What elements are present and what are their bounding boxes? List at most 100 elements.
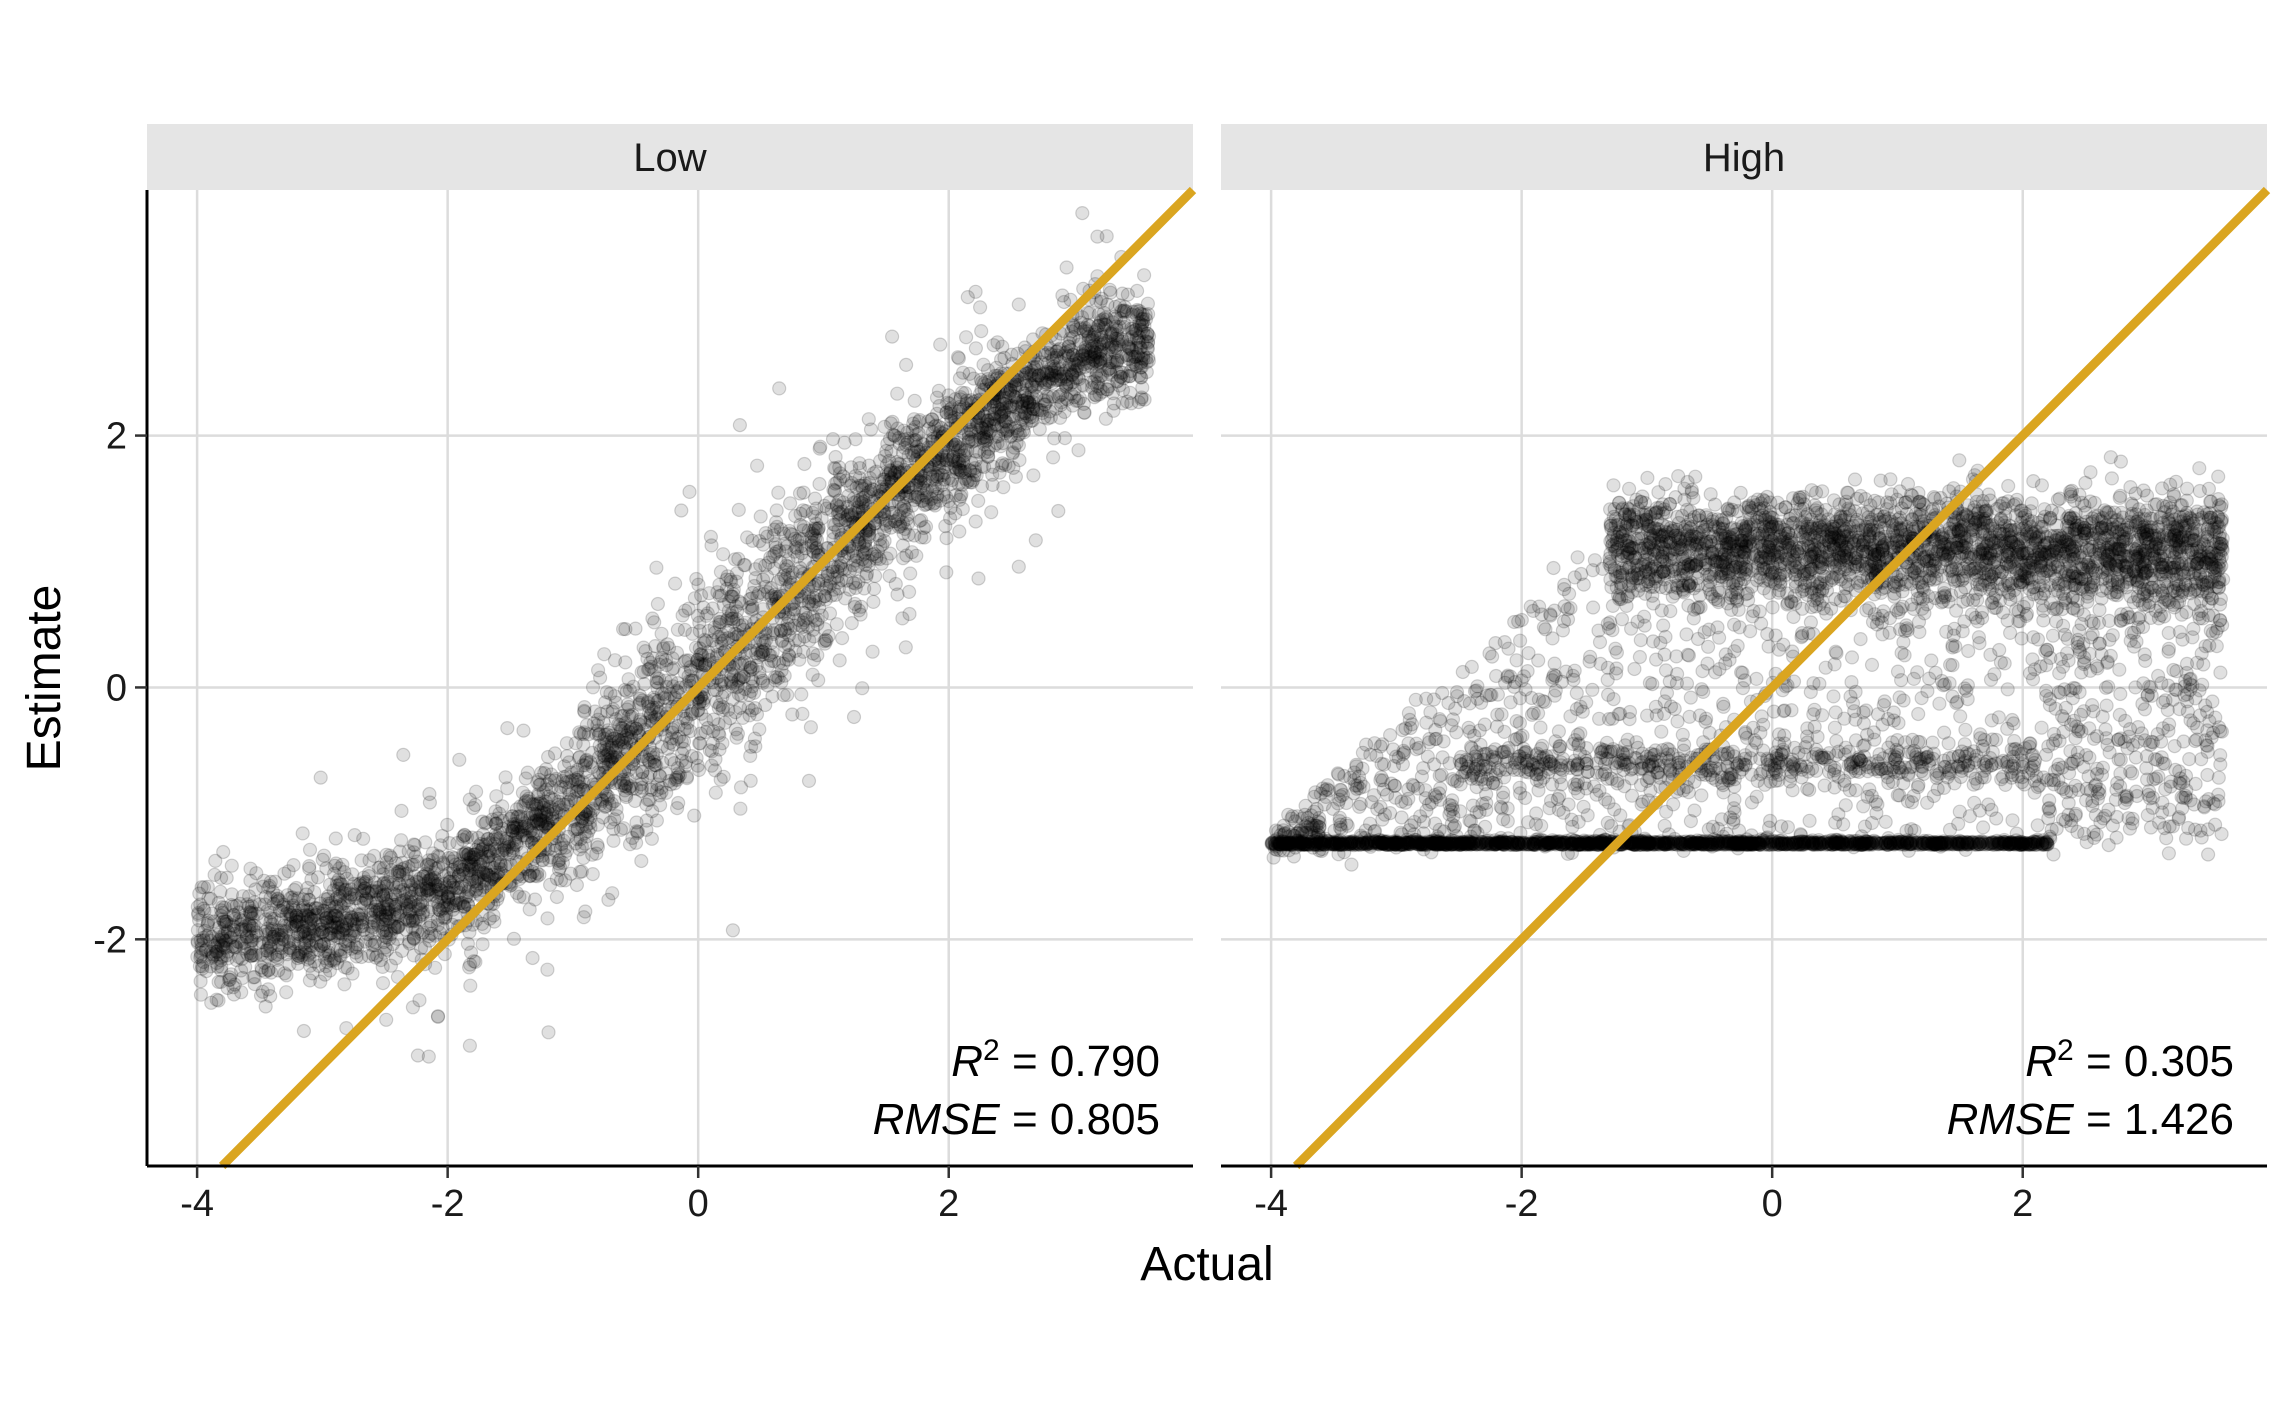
data-point (557, 759, 572, 774)
data-point (246, 906, 261, 921)
data-point (921, 496, 936, 511)
data-point (1140, 326, 1155, 341)
data-point (640, 651, 655, 666)
data-point (715, 547, 731, 562)
data-point (690, 608, 706, 623)
data-point (234, 923, 249, 939)
data-point (210, 944, 225, 959)
data-point (1016, 410, 1032, 425)
data-point (846, 709, 862, 725)
data-point (559, 736, 575, 751)
data-point (939, 405, 954, 420)
data-point (1103, 365, 1118, 380)
data-point (302, 842, 318, 857)
data-point (806, 629, 822, 644)
data-point (522, 902, 537, 917)
data-point (716, 633, 731, 648)
data-point (862, 529, 877, 544)
data-point (642, 755, 657, 770)
data-point (406, 845, 421, 860)
data-point (350, 907, 365, 922)
data-point (585, 866, 600, 882)
data-point (604, 734, 620, 749)
data-point (601, 892, 616, 907)
data-point (713, 564, 729, 580)
data-point (847, 599, 862, 615)
data-point (708, 752, 723, 767)
data-point (452, 752, 467, 767)
data-point (693, 726, 708, 741)
data-point (919, 490, 934, 505)
data-point (333, 898, 348, 913)
data-point (769, 519, 785, 535)
data-point (302, 973, 317, 988)
data-point (620, 697, 635, 712)
data-point (834, 630, 850, 646)
data-point (948, 506, 963, 521)
data-point (235, 921, 250, 937)
data-point (277, 966, 292, 981)
data-point (541, 1025, 556, 1040)
data-point (730, 726, 746, 741)
data-point (753, 509, 768, 524)
data-point (498, 770, 513, 785)
data-point (702, 743, 717, 758)
data-point (918, 497, 934, 512)
data-point (798, 504, 814, 519)
data-point (219, 870, 234, 886)
data-point (488, 804, 503, 819)
data-point (709, 639, 725, 654)
data-point (317, 848, 332, 863)
data-point (670, 622, 686, 637)
data-point (921, 421, 936, 436)
data-point (777, 639, 793, 654)
data-point (289, 918, 304, 933)
data-point (234, 963, 249, 978)
data-point (966, 473, 981, 488)
data-point (634, 853, 649, 869)
data-point (731, 551, 746, 567)
data-point (953, 442, 969, 457)
data-point (638, 643, 653, 659)
data-point (296, 923, 311, 939)
data-point (505, 840, 521, 856)
data-point (998, 413, 1013, 429)
data-point (650, 596, 666, 612)
data-point (696, 636, 712, 651)
data-point (1026, 468, 1041, 483)
data-point (485, 812, 500, 827)
data-point (406, 930, 421, 945)
data-point (933, 337, 948, 352)
data-point (776, 687, 791, 703)
data-point (1140, 296, 1156, 311)
data-point (368, 884, 383, 900)
data-point (714, 674, 729, 689)
data-point (546, 802, 561, 817)
data-point (316, 936, 331, 952)
data-point (463, 978, 478, 993)
data-point (674, 503, 689, 518)
data-point (456, 829, 471, 844)
data-point (576, 910, 591, 925)
data-point (302, 861, 317, 876)
data-point (968, 284, 983, 299)
data-point (432, 902, 447, 918)
data-point (606, 833, 621, 848)
data-point (859, 569, 874, 584)
data-point (805, 579, 820, 594)
data-point (328, 831, 343, 846)
data-point (678, 711, 694, 726)
data-point (1140, 335, 1156, 351)
data-point (559, 843, 575, 858)
data-point (319, 911, 334, 926)
data-point (810, 617, 825, 632)
data-point (1047, 431, 1062, 446)
data-point (827, 571, 842, 586)
data-point (1117, 319, 1132, 335)
strip-label: Low (633, 136, 706, 180)
data-point (379, 1012, 394, 1027)
panel-low: Low -4 -2 0 2 -202 R2 = 0.790 RMSE = 0.805 (93, 124, 1197, 1225)
data-point (477, 873, 492, 888)
data-point (907, 444, 922, 459)
data-point (1126, 357, 1141, 372)
